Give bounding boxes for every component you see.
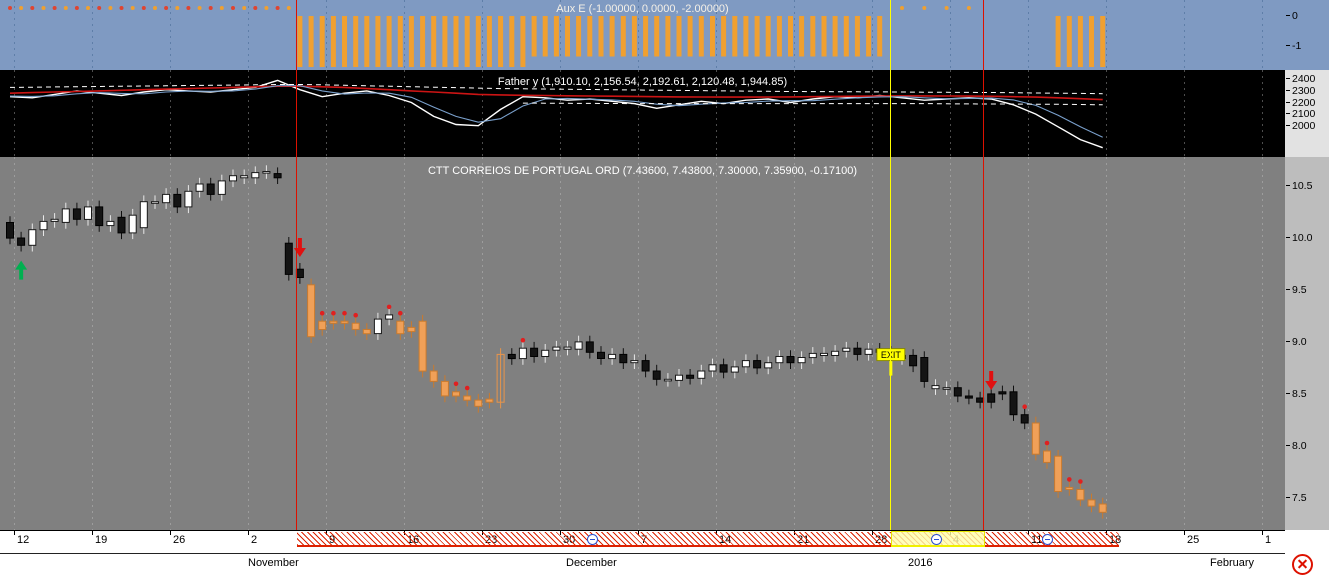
price-axis-tick-label: 8.5 [1285,388,1329,400]
month-label: February [1210,557,1255,569]
sleep-marker-icon[interactable] [930,534,942,545]
trade-period-band [296,531,1120,547]
time-tick [14,531,15,535]
time-tick [92,531,93,535]
connection-status-icon [1292,554,1313,575]
time-tick-label: 1 [1265,534,1272,546]
father-axis-tick-label: 2300 [1285,85,1329,97]
month-label: November [248,557,299,569]
sleep-marker-icon[interactable] [1042,534,1053,545]
father-indicator-canvas[interactable] [0,70,1285,157]
candles-layer [6,165,1107,519]
time-tick-label: 12 [17,534,30,546]
price-axis-tick-label: 10.0 [1285,232,1329,244]
timeline-separator [0,553,1329,554]
exit-vertical-line[interactable] [890,0,892,530]
plot-area[interactable]: Aux E (-1.00000, 0.0000, -2.00000) Fathe… [0,0,1285,530]
entry-vertical-line-2[interactable] [982,0,984,530]
aux-axis-tick-label: 0 [1285,10,1329,22]
time-tick-label: 26 [173,534,186,546]
time-tick [248,531,249,535]
price-axis-tick-label: 8.0 [1285,440,1329,452]
father-indicator-panel: Father y (1,910.10, 2,156.54, 2,192.61, … [0,70,1285,157]
main-chart-panel: EXIT CTT CORREIOS DE PORTUGAL ORD (7.436… [0,157,1285,530]
price-axis-column[interactable]: 0 -1 2400 2300 2200 2100 2000 10.5 10.0 9.5 9.0 8.5… [1285,0,1329,577]
price-axis-tick-label: 7.5 [1285,492,1329,504]
father-axis-tick-label: 2100 [1285,108,1329,120]
grid-lines [14,157,1263,530]
buy-arrow-icon[interactable] [15,260,28,280]
grid-lines [14,0,1263,70]
father-series-band-lower [522,102,1103,106]
month-label: December [566,557,617,569]
aux-signal-dots [8,6,971,10]
time-tick [170,531,171,535]
time-tick [1184,531,1185,535]
father-series-band-upper [9,84,1103,95]
father-axis-tick-label: 2200 [1285,97,1329,109]
aux-axis-tick-label: -1 [1285,40,1329,52]
grid-lines [14,70,1263,157]
time-axis[interactable]: 12192629162330714212841118251NovemberDec… [0,530,1329,577]
time-tick-label: 2 [251,534,258,546]
time-tick [1262,531,1263,535]
aux-histogram [297,16,1106,67]
aux-indicator-canvas[interactable] [0,0,1285,70]
father-series-price [9,79,1103,149]
aux-indicator-panel: Aux E (-1.00000, 0.0000, -2.00000) [0,0,1285,70]
main-chart-canvas[interactable]: EXIT [0,157,1285,530]
month-label: 2016 [908,557,933,569]
time-tick-label: 25 [1187,534,1200,546]
price-axis-tick-label: 9.0 [1285,336,1329,348]
time-tick-label: 19 [95,534,108,546]
price-axis-tick-label: 10.5 [1285,180,1329,192]
sleep-marker-icon[interactable] [587,534,598,545]
father-axis-tick-label: 2400 [1285,73,1329,85]
aux-axis-background [1285,0,1329,70]
father-axis-background [1285,70,1329,157]
father-series-ma-red [9,85,1103,101]
main-axis-background [1285,157,1329,530]
father-axis-tick-label: 2000 [1285,120,1329,132]
price-axis-tick-label: 9.5 [1285,284,1329,296]
sell-arrow-icon[interactable] [985,371,998,390]
trade-markers: EXIT [15,238,998,390]
father-series-ma-blue [9,85,1103,138]
entry-vertical-line-1[interactable] [296,0,298,530]
